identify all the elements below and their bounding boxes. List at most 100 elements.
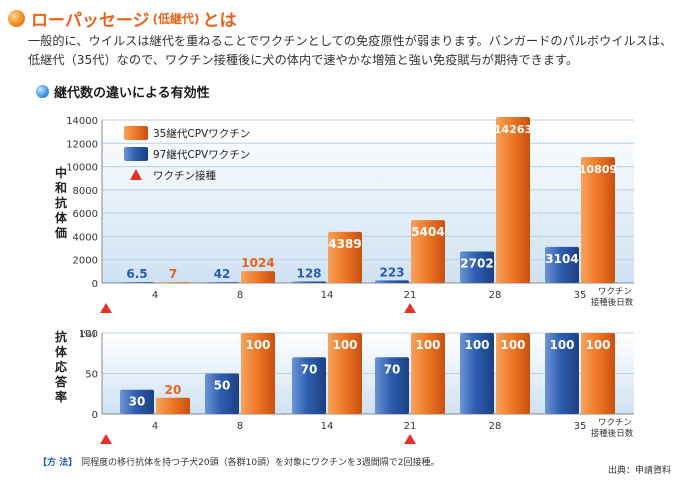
chart2-xtick-label: 14 (321, 421, 334, 432)
chart2-bar-blue (205, 373, 239, 414)
chart2-xtick-label: 8 (237, 421, 243, 432)
blue-bullet-icon (36, 85, 49, 98)
legend-triangle-icon (130, 169, 142, 180)
chart1-bar-orange (411, 220, 445, 283)
chart1-vaccination-marker (100, 303, 112, 313)
chart2-ytick-label: 0 (92, 410, 98, 421)
chart1-bar-blue (205, 282, 239, 283)
chart2-xtick-label: 21 (404, 421, 417, 432)
chart1-data-label-orange: 7 (169, 267, 177, 281)
chart2-vaccination-marker (404, 434, 416, 444)
chart1-ytick-label: 6000 (73, 209, 98, 220)
chart1-ylabel: 中和抗体価 (54, 166, 67, 240)
chart2-data-label-blue: 70 (384, 362, 401, 376)
chart1-xlabel-line2: 接種後日数 (591, 297, 634, 308)
chart1-xtick-label: 14 (321, 290, 334, 301)
chart1-bar-blue (292, 281, 326, 283)
chart1-data-label-blue: 3104 (545, 252, 578, 266)
source-note: 出典：申請資料 (607, 466, 671, 476)
chart2-data-label-orange: 20 (165, 383, 182, 397)
chart2-xtick-label: 4 (152, 421, 158, 432)
chart2-data-label-orange: 100 (585, 338, 610, 352)
chart1-data-label-blue: 223 (379, 265, 404, 279)
chart1-data-label-orange: 10809 (579, 163, 617, 176)
chart2-bar-blue (120, 389, 154, 414)
legend-label-35: 35継代CPVワクチン (153, 127, 250, 140)
chart1-bar-orange (156, 282, 190, 283)
chart1-data-label-orange: 5404 (411, 225, 444, 239)
orange-bullet-icon (8, 10, 25, 27)
chart2-ytick-label: 50 (85, 370, 98, 381)
chart1-bar-orange (496, 116, 530, 283)
chart1-bar-orange (241, 271, 275, 283)
chart1-xtick-label: 4 (152, 290, 158, 301)
chart2-data-label-orange: 100 (500, 338, 525, 352)
legend-swatch-blue (124, 147, 148, 161)
chart2-data-label-orange: 100 (245, 338, 270, 352)
chart1-xlabel-line1: ワクチン (598, 287, 632, 297)
chart1-data-label-blue: 6.5 (126, 267, 147, 281)
heading-paren: (低継代) (152, 12, 200, 26)
chart2-data-label-orange: 100 (332, 338, 357, 352)
method-text: 同程度の移行抗体を持つ子犬20頭（各群10頭）を対象にワクチンを3週間隔で2回接… (81, 458, 440, 468)
chart2-xlabel-line1: ワクチン (598, 418, 632, 428)
method-tag: 【方 法】 (38, 458, 78, 468)
chart2-xlabel-line2: 接種後日数 (591, 428, 634, 439)
chart1-ytick-label: 12000 (66, 139, 98, 150)
chart1-xtick-label: 8 (237, 290, 243, 301)
chart2-bar-orange (581, 333, 615, 414)
chart1-bar-orange (328, 231, 362, 283)
chart2-ylabel: 抗体応答率 (54, 330, 67, 404)
subheading-text: 継代数の違いによる有効性 (54, 86, 210, 101)
chart2-bar-blue (292, 357, 326, 414)
chart2-yunit: (%) (80, 330, 96, 340)
legend-swatch-orange (124, 126, 148, 140)
intro-paragraph: 一般的に、ウイルスは継代を重ねることでワクチンとしての免疫原性が弱まります。バン… (28, 34, 673, 67)
heading-title: ローパッセージ (31, 11, 150, 31)
chart2-data-label-blue: 70 (301, 362, 318, 376)
heading-tail: とは (202, 11, 237, 31)
chart1-xtick-label: 35 (574, 290, 587, 301)
chart2-vaccination-marker (100, 434, 112, 444)
legend-label-vaccination: ワクチン接種 (153, 169, 216, 182)
chart1-data-label-blue: 2702 (460, 257, 493, 271)
chart1-ytick-label: 4000 (73, 232, 98, 243)
chart2-data-label-blue: 100 (464, 338, 489, 352)
chart1-ytick-label: 2000 (73, 256, 98, 267)
legend-label-97: 97継代CPVワクチン (153, 148, 250, 161)
chart1-xtick-label: 28 (489, 290, 502, 301)
chart1-vaccination-marker (404, 303, 416, 313)
chart1-bar-blue (375, 280, 409, 283)
chart2-bar-orange (241, 333, 275, 414)
chart1-data-label-orange: 1024 (241, 256, 274, 270)
chart1-ytick-label: 10000 (66, 163, 98, 174)
chart1-xtick-label: 21 (404, 290, 417, 301)
chart2-xtick-label: 35 (574, 421, 587, 432)
chart2-data-label-orange: 100 (415, 338, 440, 352)
chart1-ytick-label: 14000 (66, 116, 98, 127)
chart2-bar-blue (375, 357, 409, 414)
chart2-bar-blue (460, 333, 494, 414)
chart2-data-label-blue: 50 (214, 379, 231, 393)
chart1-bar-blue (545, 246, 579, 283)
chart1-data-label-blue: 42 (214, 267, 231, 281)
chart2-data-label-blue: 30 (129, 395, 146, 409)
chart1-data-label-orange: 4389 (328, 237, 361, 251)
chart2-bar-orange (411, 333, 445, 414)
chart2-bar-blue (545, 333, 579, 414)
chart2-ytick-label: 100 (79, 329, 98, 340)
chart1-data-label-orange: 14263 (494, 123, 532, 136)
chart1-ytick-label: 0 (92, 279, 98, 290)
chart1-bar-blue (460, 251, 494, 283)
chart1-bar-blue (120, 282, 154, 283)
chart2-bar-orange (156, 397, 190, 414)
chart1-ytick-label: 8000 (73, 186, 98, 197)
chart2-bar-orange (496, 333, 530, 414)
method-note: 【方 法】 同程度の移行抗体を持つ子犬20頭（各群10頭）を対象にワクチンを3週間… (38, 455, 440, 468)
chart2-xtick-label: 28 (489, 421, 502, 432)
chart2-bar-orange (328, 333, 362, 414)
chart1-data-label-blue: 128 (296, 267, 321, 281)
chart1-bar-orange (581, 157, 615, 283)
section-heading: ローパッセージ (低継代) とは (8, 6, 236, 31)
